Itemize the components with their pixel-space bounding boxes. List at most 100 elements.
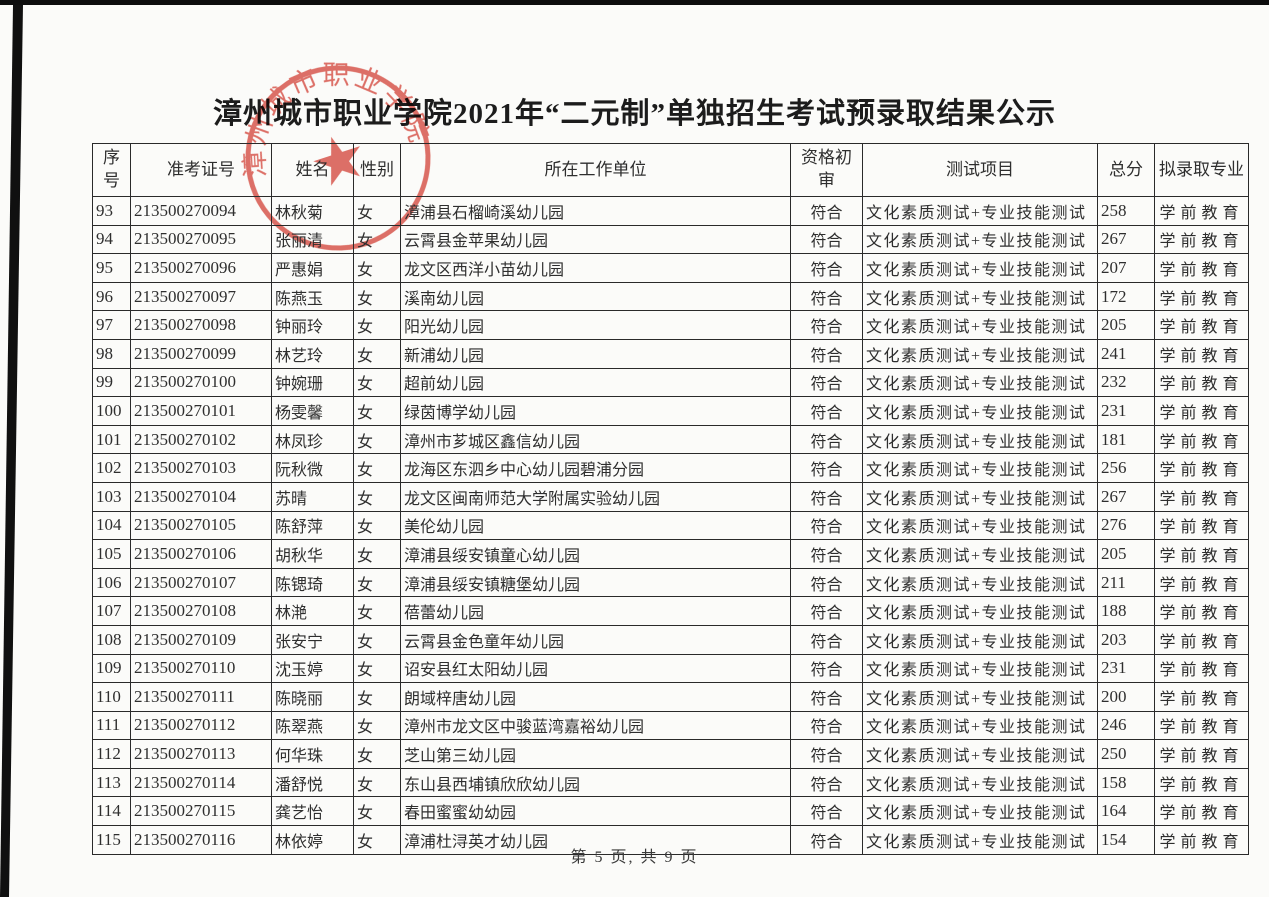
- cell-gender: 女: [353, 310, 401, 340]
- cell-name: 林凤珍: [271, 424, 354, 455]
- cell-total-score: 258: [1097, 196, 1155, 226]
- cell-qualification-review: 符合: [790, 481, 863, 512]
- cell-ticket-number: 213500270115: [130, 796, 272, 827]
- cell-admitted-major: 学前教育: [1154, 224, 1249, 255]
- cell-gender: 女: [353, 624, 401, 655]
- cell-total-score: 231: [1097, 653, 1155, 684]
- cell-workplace: 朗域梓唐幼儿园: [400, 682, 791, 712]
- cell-ticket-number: 213500270110: [130, 653, 272, 684]
- cell-index: 107: [92, 596, 131, 626]
- header-qualification-review: 资格初审: [790, 143, 863, 197]
- cell-test-items: 文化素质测试+专业技能测试: [862, 739, 1098, 769]
- cell-qualification-review: 符合: [790, 253, 863, 283]
- cell-qualification-review: 符合: [790, 596, 863, 626]
- cell-gender: 女: [353, 567, 401, 598]
- cell-admitted-major: 学前教育: [1154, 653, 1249, 684]
- cell-qualification-review: 符合: [790, 796, 863, 827]
- header-ticket-number: 准考证号: [130, 143, 272, 197]
- cell-workplace: 溪南幼儿园: [400, 281, 791, 312]
- cell-name: 龚艺怡: [271, 796, 354, 827]
- cell-index: 106: [92, 567, 131, 598]
- cell-index: 109: [92, 653, 131, 684]
- table-row: 113 213500270114 潘舒悦女东山县西埔镇欣欣幼儿园 符合 文化素质测试+专…: [92, 767, 1249, 798]
- cell-qualification-review: 符合: [790, 367, 863, 398]
- cell-total-score: 232: [1097, 367, 1155, 398]
- cell-workplace: 蓓蕾幼儿园: [400, 596, 791, 626]
- cell-name: 钟丽玲: [271, 310, 354, 340]
- cell-total-score: 211: [1097, 567, 1155, 598]
- cell-index: 103: [92, 481, 131, 512]
- cell-gender: 女: [353, 224, 401, 255]
- cell-admitted-major: 学前教育: [1154, 396, 1249, 426]
- cell-admitted-major: 学前教育: [1154, 739, 1249, 769]
- cell-gender: 女: [353, 338, 401, 369]
- page-number: 第 5 页, 共 9 页: [570, 849, 699, 866]
- cell-total-score: 250: [1097, 739, 1155, 769]
- cell-workplace: 龙文区西洋小苗幼儿园: [400, 253, 791, 283]
- cell-total-score: 200: [1097, 682, 1155, 712]
- results-table-header: 序号 准考证号 姓名 性别 所在工作单位 资格初审 测试项目 总分 拟录取专业: [92, 143, 1249, 197]
- cell-ticket-number: 213500270113: [130, 739, 272, 769]
- cell-test-items: 文化素质测试+专业技能测试: [862, 481, 1098, 512]
- cell-test-items: 文化素质测试+专业技能测试: [862, 567, 1098, 598]
- cell-admitted-major: 学前教育: [1154, 510, 1249, 541]
- cell-index: 115: [92, 825, 131, 855]
- cell-admitted-major: 学前教育: [1154, 596, 1249, 626]
- cell-test-items: 文化素质测试+专业技能测试: [862, 796, 1098, 827]
- table-row: 100 213500270101 杨雯馨女绿茵博学幼儿园 符合 文化素质测试+专业技能测…: [92, 396, 1249, 426]
- cell-ticket-number: 213500270096: [130, 253, 272, 283]
- cell-ticket-number: 213500270099: [130, 338, 272, 369]
- cell-test-items: 文化素质测试+专业技能测试: [862, 396, 1098, 426]
- cell-total-score: 181: [1097, 424, 1155, 455]
- cell-name: 陈翠燕: [271, 710, 354, 741]
- table-row: 104 213500270105 陈舒萍女美伦幼儿园 符合 文化素质测试+专业技能测试 2…: [92, 510, 1249, 541]
- cell-workplace: 新浦幼儿园: [400, 338, 791, 369]
- cell-test-items: 文化素质测试+专业技能测试: [862, 653, 1098, 684]
- cell-test-items: 文化素质测试+专业技能测试: [862, 767, 1098, 798]
- cell-name: 林秋菊: [271, 196, 354, 226]
- cell-test-items: 文化素质测试+专业技能测试: [862, 424, 1098, 455]
- cell-qualification-review: 符合: [790, 624, 863, 655]
- cell-name: 潘舒悦: [271, 767, 354, 798]
- cell-workplace: 龙海区东泗乡中心幼儿园碧浦分园: [400, 453, 791, 483]
- cell-gender: 女: [353, 767, 401, 798]
- table-row: 115 213500270116 林依婷女漳浦杜浔英才幼儿园 符合 文化素质测试+专业技…: [92, 825, 1249, 855]
- cell-name: 张丽清: [271, 224, 354, 255]
- table-row: 109 213500270110 沈玉婷女诏安县红太阳幼儿园 符合 文化素质测试+专业技…: [92, 653, 1249, 684]
- table-row: 98 213500270099 林艺玲女新浦幼儿园 符合 文化素质测试+专业技能测试 24…: [92, 338, 1249, 369]
- results-table: 序号 准考证号 姓名 性别 所在工作单位 资格初审 测试项目 总分 拟录取专业 93 213500…: [92, 143, 1249, 855]
- cell-workplace: 漳浦杜浔英才幼儿园: [400, 825, 791, 855]
- cell-gender: 女: [353, 453, 401, 483]
- cell-test-items: 文化素质测试+专业技能测试: [862, 682, 1098, 712]
- cell-ticket-number: 213500270108: [130, 596, 272, 626]
- cell-index: 104: [92, 510, 131, 541]
- cell-total-score: 231: [1097, 396, 1155, 426]
- cell-admitted-major: 学前教育: [1154, 539, 1249, 569]
- cell-name: 阮秋微: [271, 453, 354, 483]
- cell-gender: 女: [353, 196, 401, 226]
- cell-qualification-review: 符合: [790, 310, 863, 340]
- cell-test-items: 文化素质测试+专业技能测试: [862, 596, 1098, 626]
- cell-ticket-number: 213500270111: [130, 682, 272, 712]
- table-row: 96 213500270097 陈燕玉女溪南幼儿园 符合 文化素质测试+专业技能测试 17…: [92, 281, 1249, 312]
- cell-test-items: 文化素质测试+专业技能测试: [862, 338, 1098, 369]
- cell-test-items: 文化素质测试+专业技能测试: [862, 624, 1098, 655]
- cell-workplace: 春田蜜蜜幼幼园: [400, 796, 791, 827]
- cell-ticket-number: 213500270098: [130, 310, 272, 340]
- cell-workplace: 阳光幼儿园: [400, 310, 791, 340]
- cell-test-items: 文化素质测试+专业技能测试: [862, 453, 1098, 483]
- cell-name: 杨雯馨: [271, 396, 354, 426]
- cell-gender: 女: [353, 596, 401, 626]
- cell-ticket-number: 213500270104: [130, 481, 272, 512]
- cell-gender: 女: [353, 396, 401, 426]
- cell-name: 张安宁: [271, 624, 354, 655]
- cell-gender: 女: [353, 796, 401, 827]
- table-row: 110 213500270111 陈晓丽女朗域梓唐幼儿园 符合 文化素质测试+专业技能测…: [92, 682, 1249, 712]
- table-row: 106 213500270107 陈锶琦女漳浦县绥安镇糖堡幼儿园 符合 文化素质测试+专…: [92, 567, 1249, 598]
- cell-workplace: 漳浦县绥安镇童心幼儿园: [400, 539, 791, 569]
- header-index: 序号: [92, 143, 131, 197]
- cell-ticket-number: 213500270102: [130, 424, 272, 455]
- table-row: 112 213500270113 何华珠女芝山第三幼儿园 符合 文化素质测试+专业技能测…: [92, 739, 1249, 769]
- table-row: 94 213500270095 张丽清女云霄县金苹果幼儿园 符合 文化素质测试+专业技能…: [92, 224, 1249, 255]
